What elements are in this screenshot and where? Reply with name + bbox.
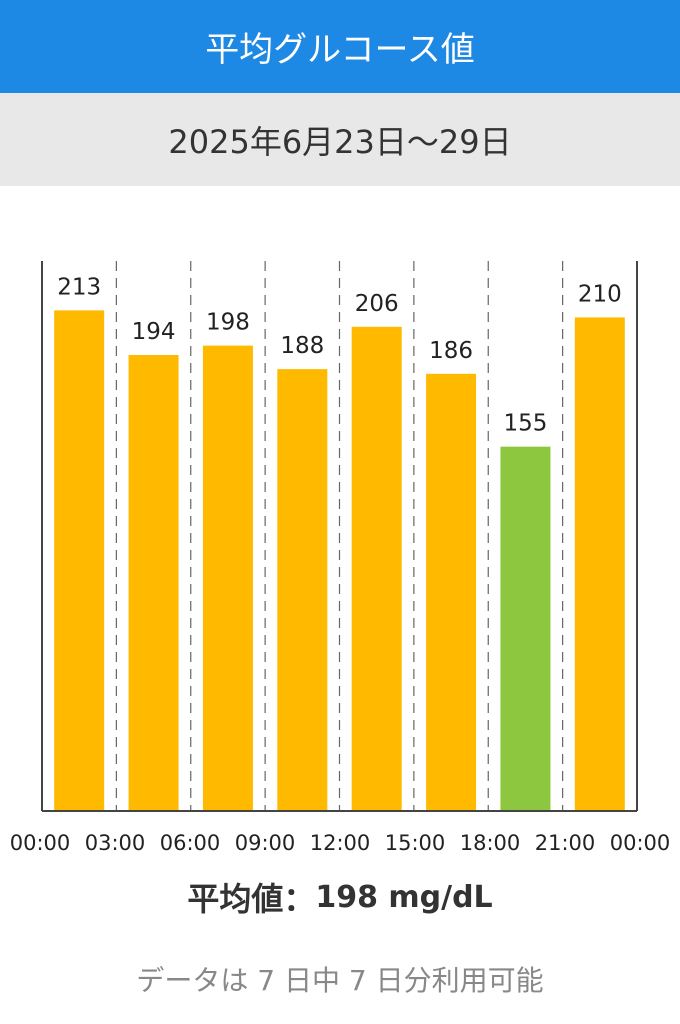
x-tick-label: 00:00 — [610, 831, 671, 855]
bar-value-label: 188 — [280, 333, 324, 359]
bar-value-label: 210 — [578, 281, 622, 307]
bar — [426, 373, 477, 811]
header: 平均グルコース値 — [0, 0, 680, 93]
x-tick-label: 09:00 — [235, 831, 296, 855]
average-value: 198 mg/dL — [315, 879, 493, 915]
bar-value-label: 194 — [132, 319, 176, 345]
date-range-bar: 2025年6月23日〜29日 — [0, 93, 680, 186]
bar-value-label: 155 — [503, 411, 547, 437]
x-tick-label: 15:00 — [385, 831, 446, 855]
average-label: 平均値： — [187, 880, 316, 918]
date-range: 2025年6月23日〜29日 — [168, 122, 512, 161]
x-tick-label: 03:00 — [85, 831, 146, 855]
average-summary: 平均値： 198 mg/dL — [0, 872, 680, 922]
bar-value-label: 186 — [429, 338, 473, 364]
x-tick-label: 00:00 — [10, 831, 71, 855]
bar-chart: 213 194 198 188 206 186 155 210 00:00 03:00 06:00 0… — [10, 261, 671, 855]
bar — [54, 310, 105, 811]
bar-value-label: 206 — [355, 291, 399, 317]
bar-value-label: 198 — [206, 310, 250, 336]
page-title: 平均グルコース値 — [205, 30, 475, 70]
x-tick-label: 18:00 — [460, 831, 521, 855]
data-availability: データは 7 日中 7 日分利用可能 — [0, 954, 680, 1004]
bar — [574, 317, 625, 811]
bar — [128, 355, 179, 811]
availability-text: データは 7 日中 7 日分利用可能 — [136, 964, 544, 997]
bar — [351, 326, 402, 811]
x-tick-label: 06:00 — [160, 831, 221, 855]
bar — [202, 345, 253, 811]
bar-value-label: 213 — [57, 274, 101, 300]
bar — [277, 369, 328, 811]
x-tick-label: 21:00 — [535, 831, 596, 855]
bar — [500, 446, 551, 811]
x-tick-label: 12:00 — [310, 831, 371, 855]
